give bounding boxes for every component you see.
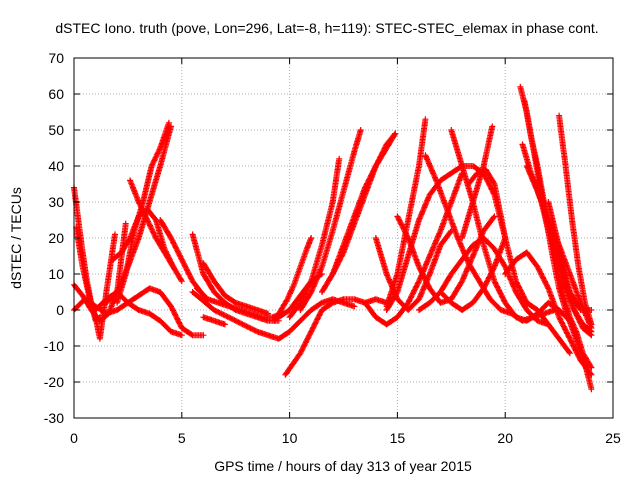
tick-labels: 0 5 10 15 20 25 -30 -20 -10 0 10 20 30 40 50 60 70 xyxy=(44,50,621,446)
plus-markers xyxy=(282,296,390,378)
data-series-40 xyxy=(502,249,595,378)
x-tick-label: 10 xyxy=(282,430,298,446)
y-tick-label: -10 xyxy=(44,338,64,354)
plus-markers xyxy=(193,285,287,321)
y-tick-label: -30 xyxy=(44,410,64,426)
y-tick-label: 10 xyxy=(48,266,64,282)
y-tick-label: 20 xyxy=(48,230,64,246)
y-tick-label: 40 xyxy=(48,158,64,174)
data-series-30 xyxy=(459,123,496,241)
plus-markers xyxy=(271,235,315,324)
x-tick-label: 25 xyxy=(605,430,621,446)
data-series-31 xyxy=(465,166,573,357)
data-series-12 xyxy=(193,285,287,321)
plus-markers xyxy=(545,199,595,335)
y-tick-label: -20 xyxy=(44,374,64,390)
plus-markers xyxy=(437,235,509,313)
plus-markers xyxy=(556,112,595,328)
plus-markers xyxy=(103,123,174,306)
x-axis-label: GPS time / hours of day 313 of year 2015 xyxy=(214,458,472,474)
data-series-8 xyxy=(103,123,174,306)
plus-markers xyxy=(459,123,496,241)
plus-markers xyxy=(329,130,399,277)
chart-title: dSTEC Iono. truth (pove, Lon=296, Lat=-8… xyxy=(55,20,598,36)
y-tick-label: 70 xyxy=(48,50,64,66)
plus-markers xyxy=(465,166,573,357)
x-tick-label: 0 xyxy=(70,430,78,446)
x-tick-label: 15 xyxy=(390,430,406,446)
data-series-18 xyxy=(286,155,343,321)
plus-markers xyxy=(200,260,271,317)
data-series-37 xyxy=(556,112,595,328)
plus-markers xyxy=(502,249,595,378)
data-series-15 xyxy=(271,235,315,324)
data-series-21 xyxy=(329,130,399,277)
y-tick-label: 60 xyxy=(48,86,64,102)
data-series-1 xyxy=(73,224,118,342)
plus-markers xyxy=(73,224,118,342)
y-tick-label: 30 xyxy=(48,194,64,210)
data-series-17 xyxy=(282,296,390,378)
y-tick-label: 50 xyxy=(48,122,64,138)
plus-markers xyxy=(286,155,343,321)
data-series-13 xyxy=(200,314,228,328)
data-series-11 xyxy=(200,260,271,317)
y-tick-label: 0 xyxy=(56,302,64,318)
x-tick-label: 20 xyxy=(497,430,513,446)
data-series-26 xyxy=(383,116,429,310)
y-axis-label: dSTEC / TECUs xyxy=(8,187,24,289)
data-layer xyxy=(71,83,595,393)
data-series-19 xyxy=(297,127,364,313)
data-series-32 xyxy=(437,235,509,313)
plus-markers xyxy=(383,116,429,310)
x-tick-label: 5 xyxy=(178,430,186,446)
plus-markers xyxy=(297,127,364,313)
plus-markers xyxy=(200,314,228,328)
ticks xyxy=(73,57,614,419)
data-series-39 xyxy=(545,199,595,335)
